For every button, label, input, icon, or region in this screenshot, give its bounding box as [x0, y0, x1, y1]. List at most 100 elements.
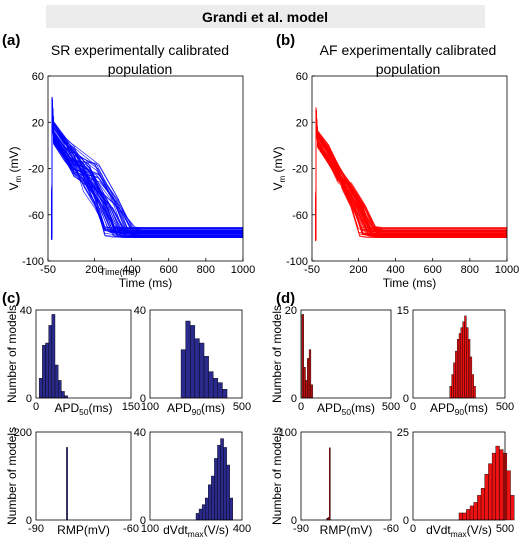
- ap-af-trace: [315, 108, 507, 239]
- ap-af-trace: [315, 110, 507, 240]
- sr-dvdt-xlabel: dVdtmax(V/s): [163, 523, 229, 539]
- ap-af-trace: [315, 108, 507, 239]
- af-apd90-bar: [456, 339, 460, 399]
- af-apd90-bar: [464, 315, 467, 399]
- af-apd50-bar: [310, 384, 313, 399]
- sr-dvdt-axes-box: [149, 431, 243, 521]
- sr-apd50-xtick-label: 0: [33, 401, 39, 413]
- sr-rmp-ylabel: Number of models: [5, 427, 19, 525]
- ap-sr-trace: [51, 98, 243, 237]
- af-dvdt-bar: [480, 488, 485, 521]
- ap-af-trace: [315, 108, 507, 239]
- sr-apd50-ytick-label: 0: [26, 393, 32, 405]
- sr-apd50-xtick-label: 150: [122, 401, 140, 413]
- sr-apd90-bar: [180, 349, 186, 399]
- af-dvdt-bar: [466, 509, 471, 521]
- sr-dvdt-bar: [220, 438, 224, 521]
- sr-apd90-bar: [222, 389, 228, 399]
- af-apd50-bar: [303, 367, 306, 399]
- sr-apd90-ytick-label: 40: [134, 305, 146, 317]
- af-apd50-xtick-label: 500: [382, 401, 400, 413]
- ap-sr-xlabel: Time (ms): [119, 276, 173, 290]
- ap-af-trace: [315, 110, 507, 239]
- af-rmp-xtick-label: -90: [293, 523, 309, 535]
- ap-af-ytick-label: -100: [286, 256, 308, 268]
- af-dvdt-bar: [491, 452, 496, 521]
- af-apd90-xtick-label: 500: [496, 401, 514, 413]
- af-apd90-bar: [458, 333, 462, 399]
- af-apd90-axes-box: [412, 309, 506, 399]
- sr-apd90-bar: [190, 325, 196, 399]
- ap-sr-xtick-label: -50: [40, 264, 56, 276]
- ap-af-trace: [315, 109, 507, 238]
- sr-rmp-xtick-label: -60: [123, 523, 139, 535]
- ap-af-trace: [315, 110, 507, 238]
- sr-apd90-bar: [185, 320, 191, 399]
- ap-sr-ytick-label: 20: [32, 117, 44, 129]
- af-dvdt-bar: [469, 505, 474, 521]
- panel-letter-c: (c): [2, 290, 20, 307]
- ap-sr-xtick-label: 400: [122, 264, 140, 276]
- ap-af-xtick-label: 400: [386, 264, 404, 276]
- af-apd90-bar: [453, 362, 456, 399]
- ap-af-trace: [315, 109, 507, 237]
- sr-apd90-xtick-label: 500: [233, 401, 251, 413]
- sr-dvdt-ytick-label: 40: [134, 427, 146, 439]
- panel-letter-a: (a): [2, 32, 20, 49]
- ap-sr-trace: [51, 97, 243, 237]
- panel-letter-b: (b): [276, 32, 295, 49]
- ap-sr-xtick-label: 200: [85, 264, 103, 276]
- ap-af-trace: [315, 108, 507, 239]
- title-banner: [46, 5, 485, 28]
- af-apd90-bar: [462, 321, 465, 399]
- ap-af-trace: [315, 107, 507, 238]
- af-apd90-xlabel: APD90(ms): [430, 401, 488, 417]
- af-apd90-bar: [469, 356, 473, 399]
- sr-apd90-bar: [208, 371, 214, 399]
- sr-apd90-plot: 100 500 0 40 APD90(ms): [134, 305, 251, 417]
- af-apd90-bar: [471, 374, 474, 399]
- ap-sr-plot: -50 200 400 600 800 1000 -100 -60 -20 20 60 Time (m…: [7, 71, 255, 290]
- ap-af-ylabel: Vm (mV): [271, 146, 287, 190]
- af-apd90-ytick-label: 15: [397, 305, 409, 317]
- ap-af-xtick-label: -50: [304, 264, 320, 276]
- sr-apd90-bar: [199, 342, 205, 399]
- sr-dvdt-bar: [201, 504, 206, 521]
- af-dvdt-bar: [499, 449, 504, 521]
- sr-rmp-ytick-label: 200: [14, 427, 32, 439]
- sr-apd90-axes-box: [149, 309, 243, 399]
- af-dvdt-axes-box: [412, 431, 506, 521]
- panel-a-title-line2: population: [108, 61, 173, 77]
- ap-af-xtick-label: 600: [424, 264, 442, 276]
- af-rmp-axes-box: [300, 431, 392, 521]
- sr-dvdt-bar: [217, 445, 221, 521]
- ap-sr-xtick-label: 800: [197, 264, 215, 276]
- ap-af-trace: [315, 110, 507, 238]
- af-dvdt-plot: 0 500 0 25 dVdtmax(V/s): [397, 427, 515, 539]
- af-apd50-xtick-label: 0: [298, 401, 304, 413]
- sr-apd90-bar: [213, 378, 219, 399]
- ap-af-xtick-label: 800: [461, 264, 479, 276]
- af-apd50-ytick-label: 20: [285, 305, 297, 317]
- sr-rmp-xlabel: RMP(mV): [57, 523, 110, 537]
- sr-apd50-plot: 0 150 0 40 APD50(ms) Number of models: [5, 305, 140, 417]
- af-apd90-bar: [449, 386, 452, 399]
- af-rmp-ytick-label: 0: [291, 515, 297, 527]
- af-apd90-xtick-label: 0: [410, 401, 416, 413]
- af-dvdt-bar: [462, 512, 467, 521]
- ap-af-trace: [315, 107, 507, 240]
- sr-apd50-bar: [61, 391, 65, 399]
- ap-sr-xtick-label: 1000: [231, 264, 255, 276]
- ap-af-trace: [315, 107, 507, 240]
- af-apd90-bar: [468, 339, 471, 399]
- sr-apd50-bar: [57, 380, 62, 399]
- ap-sr-ytick-label: -60: [28, 210, 44, 222]
- sr-dvdt-bar: [214, 458, 218, 521]
- ap-af-trace: [315, 107, 507, 241]
- af-dvdt-bar: [458, 512, 463, 521]
- panel-b-title-line2: population: [376, 61, 441, 77]
- af-apd90-bar: [455, 350, 458, 399]
- af-apd50-ytick-label: 0: [291, 393, 297, 405]
- af-dvdt-xtick-label: 500: [496, 523, 514, 535]
- ap-af-xlabel: Time (ms): [383, 276, 437, 290]
